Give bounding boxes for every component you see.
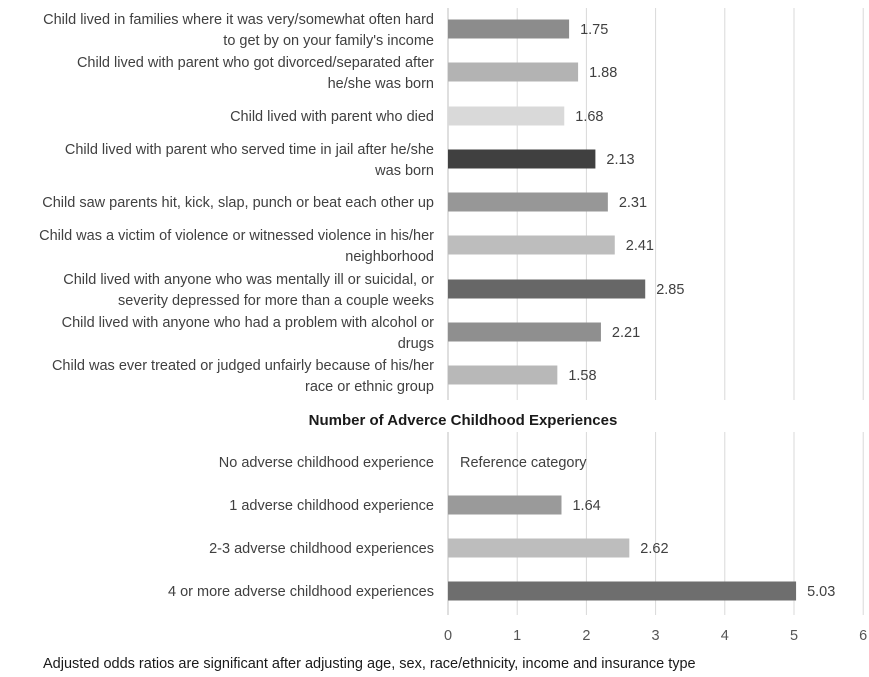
x-tick-label-0: 0	[444, 628, 452, 644]
bottom-panel-value-labels: Reference category 1.64 2.62 5.03	[460, 455, 835, 600]
bar-top-0	[448, 19, 570, 39]
category-label-bottom-2: 2-3 adverse childhood experiences	[209, 541, 434, 557]
value-label-bottom-1: 1.64	[572, 498, 600, 514]
bottom-panel-bars	[448, 495, 797, 601]
value-label-top-3: 2.13	[606, 152, 634, 168]
bottom-panel-title: Number of Adverce Childhood Experiences	[309, 412, 618, 429]
bottom-panel-category-labels: No adverse childhood experience 1 adverse…	[168, 455, 434, 600]
bar-top-4	[448, 192, 608, 212]
value-label-bottom-0: Reference category	[460, 455, 587, 471]
bar-bottom-2	[448, 538, 630, 558]
value-label-top-8: 1.58	[568, 368, 596, 384]
bar-top-5	[448, 235, 615, 255]
category-label-top-3: Child lived with parent who served time …	[65, 142, 434, 179]
category-label-top-1: Child lived with parent who got divorced…	[77, 55, 434, 92]
value-label-top-7: 2.21	[612, 325, 640, 341]
category-label-bottom-0: No adverse childhood experience	[219, 455, 434, 471]
value-label-bottom-3: 5.03	[807, 584, 835, 600]
x-axis-tick-labels: 0 1 2 3 4 5 6	[444, 628, 867, 644]
x-tick-label-2: 2	[582, 628, 590, 644]
top-panel-value-labels: 1.75 1.88 1.68 2.13 2.31 2.41 2.85 2.21 1.58	[568, 22, 684, 384]
category-label-top-7: Child lived with anyone who had a proble…	[62, 315, 435, 352]
x-tick-label-6: 6	[859, 628, 867, 644]
footnote: Adjusted odds ratios are significant aft…	[43, 656, 696, 672]
value-label-top-4: 2.31	[619, 195, 647, 211]
bar-bottom-3	[448, 581, 797, 601]
category-label-top-8: Child was ever treated or judged unfairl…	[52, 358, 434, 395]
top-panel-bars	[448, 19, 646, 385]
x-tick-label-3: 3	[652, 628, 660, 644]
category-label-top-4: Child saw parents hit, kick, slap, punch…	[42, 195, 434, 211]
x-tick-label-5: 5	[790, 628, 798, 644]
x-tick-label-1: 1	[513, 628, 521, 644]
x-tick-label-4: 4	[721, 628, 729, 644]
value-label-top-6: 2.85	[656, 282, 684, 298]
value-label-top-2: 1.68	[575, 109, 603, 125]
value-label-top-1: 1.88	[589, 65, 617, 81]
bar-top-1	[448, 62, 579, 82]
bar-top-8	[448, 365, 558, 385]
bar-bottom-1	[448, 495, 562, 515]
category-label-top-2: Child lived with parent who died	[230, 109, 434, 125]
bar-top-3	[448, 149, 596, 169]
value-label-bottom-2: 2.62	[640, 541, 668, 557]
category-label-bottom-3: 4 or more adverse childhood experiences	[168, 584, 434, 600]
value-label-top-5: 2.41	[626, 238, 654, 254]
bar-top-7	[448, 322, 601, 342]
bar-top-6	[448, 279, 646, 299]
category-label-top-6: Child lived with anyone who was mentally…	[63, 272, 434, 309]
category-label-bottom-1: 1 adverse childhood experience	[229, 498, 434, 514]
category-label-top-0: Child lived in families where it was ver…	[43, 12, 434, 49]
top-panel-category-labels: Child lived in families where it was ver…	[39, 12, 434, 395]
category-label-top-5: Child was a victim of violence or witnes…	[39, 228, 434, 265]
value-label-top-0: 1.75	[580, 22, 608, 38]
bar-top-2	[448, 106, 565, 126]
